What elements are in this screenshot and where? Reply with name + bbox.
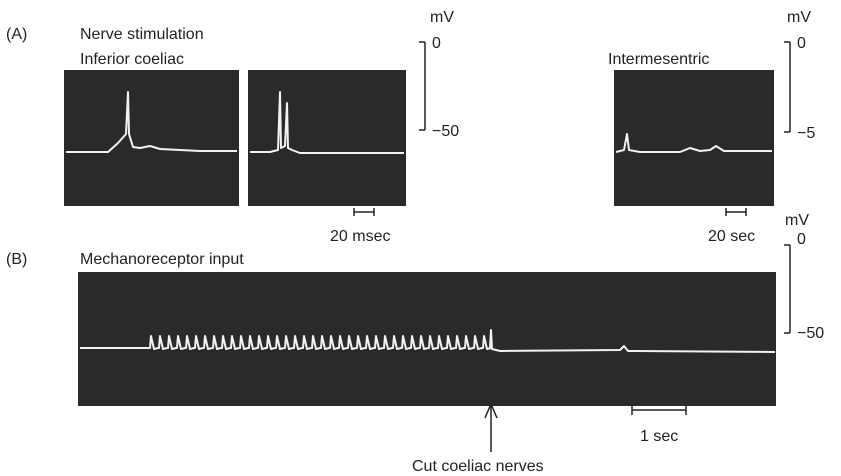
scale-label: 0 (797, 231, 806, 248)
panel-title: Nerve stimulation (80, 26, 204, 43)
scale-unit: mV (430, 9, 454, 26)
time-label: 1 sec (640, 428, 678, 445)
panel-label: (A) (6, 26, 27, 43)
annotation: Cut coeliac nerves (412, 458, 544, 475)
panel-title: Mechanoreceptor input (80, 251, 244, 268)
scale-label: −50 (432, 123, 459, 140)
subtitle: Inferior coeliac (80, 51, 184, 68)
time-label: 20 msec (330, 228, 390, 245)
oscilloscope-screen (78, 272, 776, 406)
subtitle: Intermesentric (608, 51, 709, 68)
oscilloscope-screen (248, 70, 406, 206)
scale-label: 0 (432, 35, 441, 52)
scale-label: −50 (797, 325, 824, 342)
scale-unit: mV (785, 212, 809, 229)
time-label: 20 sec (708, 228, 755, 245)
oscilloscope-screen (64, 70, 239, 206)
scale-label: 0 (797, 35, 806, 52)
scale-label: −5 (797, 125, 815, 142)
oscilloscope-screen (614, 70, 774, 206)
scale-unit: mV (787, 9, 811, 26)
figure: (A) Nerve stimulation Inferior coeliac I… (0, 0, 841, 476)
panel-label: (B) (6, 251, 27, 268)
